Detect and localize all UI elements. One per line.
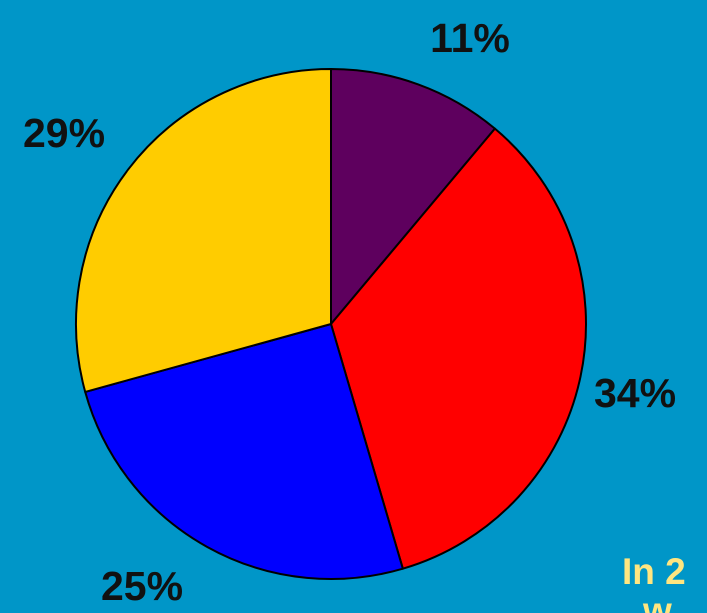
pie-slice-4 [75,68,332,393]
caption-line-2: w [643,590,672,613]
pie-label-4: 29% [23,110,105,156]
pie-labels: 11% 34% 25% 29% [23,15,676,609]
pie-slice-3 [84,323,404,580]
pie-slice-1 [330,68,496,325]
pie-label-1: 11% [430,15,510,61]
caption-line-1: In 2 [622,551,686,592]
pie-slice-2 [330,127,587,570]
pie-slices [75,68,587,580]
pie-label-3: 25% [101,563,183,609]
pie-label-2: 34% [594,370,676,416]
